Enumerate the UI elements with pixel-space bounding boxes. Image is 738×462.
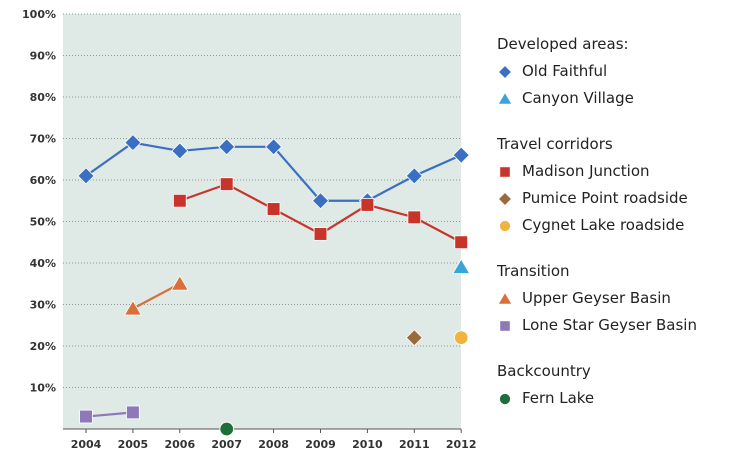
lone-star-geyser-basin-legend-icon [499, 319, 511, 332]
madison-junction-point [219, 177, 234, 191]
x-tick-label: 2010 [352, 438, 383, 451]
y-tick-label: 90% [30, 50, 56, 63]
lone-star-geyser-basin-line [85, 411, 133, 418]
lone-star-geyser-basin-legend-marker [499, 319, 511, 332]
y-tick-label: 50% [30, 216, 56, 229]
old-faithful-point [124, 134, 142, 152]
old-faithful-point [77, 167, 95, 185]
y-tick-label: 20% [30, 340, 56, 353]
old-faithful-point [311, 192, 330, 210]
upper-geyser-basin-point [170, 274, 189, 291]
madison-junction-point [407, 210, 422, 225]
legend-item-lone-star-geyser-basin: Lone Star Geyser Basin [497, 312, 738, 339]
legend-item-madison-junction: Madison Junction [497, 158, 738, 185]
old-faithful-legend-icon [497, 64, 513, 79]
upper-geyser-basin-legend-marker [497, 291, 513, 305]
legend-label: Upper Geyser Basin [522, 289, 671, 307]
legend-label: Pumice Point roadside [522, 189, 688, 207]
legend-group-title: Travel corridors [497, 135, 613, 153]
upper-geyser-basin-line [132, 282, 181, 310]
old-faithful-point [452, 146, 470, 164]
y-tick-label: 40% [30, 257, 56, 270]
x-tick-label: 2004 [71, 438, 102, 451]
fern-lake-point [219, 421, 234, 437]
upper-geyser-basin-legend-icon [497, 291, 513, 305]
old-faithful-point [405, 167, 423, 185]
pumice-point-roadside-point [405, 329, 423, 347]
madison-junction-point [266, 202, 281, 216]
canyon-village-legend-marker [497, 91, 513, 105]
madison-junction-legend-icon [499, 165, 511, 178]
legend-item-fern-lake: Fern Lake [497, 385, 738, 412]
x-tick-label: 2012 [446, 438, 477, 451]
legend-group-title: Developed areas: [497, 35, 629, 53]
madison-junction-point [313, 227, 328, 241]
cygnet-lake-roadside-legend-marker [499, 219, 511, 232]
y-tick-label: 60% [30, 174, 56, 187]
legend: Developed areas: Old Faithful Canyon Villa… [497, 30, 738, 412]
legend-item-old-faithful: Old Faithful [497, 58, 738, 85]
cygnet-lake-roadside-point [454, 330, 469, 345]
legend-item-upper-geyser-basin: Upper Geyser Basin [497, 285, 738, 312]
legend-label: Old Faithful [522, 62, 608, 80]
y-tick-label: 100% [22, 8, 56, 21]
pumice-point-roadside-legend-icon [497, 191, 513, 206]
old-faithful-point [218, 138, 236, 156]
legend-group-title: Backcountry [497, 362, 591, 380]
madison-junction-point [172, 193, 187, 208]
y-tick-label: 80% [30, 91, 56, 104]
legend-label: Cygnet Lake roadside [522, 216, 685, 234]
old-faithful-legend-marker [497, 64, 513, 79]
legend-label: Fern Lake [522, 389, 595, 407]
x-tick-label: 2007 [211, 438, 242, 451]
x-axis-ticks: 2004 2005 2006 2007 2008 2009 2010 2011 2012 [71, 429, 477, 451]
madison-junction-point [360, 198, 375, 212]
legend-spacer [497, 339, 738, 357]
x-tick-label: 2008 [258, 438, 289, 451]
y-axis-ticks: 10% 20% 30% 40% 50% 60% 70% 80% 90% 100% [22, 8, 56, 395]
old-faithful-point [171, 142, 189, 160]
legend-item-cygnet-lake-roadside: Cygnet Lake roadside [497, 212, 738, 239]
legend-group-title: Transition [497, 262, 570, 280]
x-tick-label: 2009 [305, 438, 336, 451]
fern-lake-legend-marker [499, 392, 511, 405]
legend-label: Madison Junction [522, 162, 650, 180]
lone-star-geyser-basin-point [79, 409, 93, 424]
madison-junction-legend-marker [499, 165, 511, 178]
legend-label: Lone Star Geyser Basin [522, 316, 697, 334]
lone-star-geyser-basin-point [126, 405, 140, 420]
x-tick-label: 2005 [118, 438, 149, 451]
old-faithful-point [265, 138, 283, 156]
y-tick-label: 70% [30, 133, 56, 146]
legend-spacer [497, 239, 738, 257]
legend-spacer [497, 112, 738, 130]
legend-item-pumice-point-roadside: Pumice Point roadside [497, 185, 738, 212]
x-tick-label: 2011 [399, 438, 430, 451]
x-tick-label: 2006 [164, 438, 195, 451]
upper-geyser-basin-point [123, 299, 142, 316]
y-tick-label: 30% [30, 299, 56, 312]
legend-label: Canyon Village [522, 89, 634, 107]
madison-junction-point [454, 235, 468, 250]
series-points [77, 134, 471, 437]
canyon-village-point [452, 258, 471, 274]
grid [63, 13, 461, 430]
fern-lake-legend-icon [499, 392, 511, 405]
legend-item-canyon-village: Canyon Village [497, 85, 738, 112]
pumice-point-roadside-legend-marker [497, 191, 513, 206]
y-tick-label: 10% [30, 382, 56, 395]
cygnet-lake-roadside-legend-icon [499, 219, 511, 232]
canyon-village-legend-icon [497, 91, 513, 105]
